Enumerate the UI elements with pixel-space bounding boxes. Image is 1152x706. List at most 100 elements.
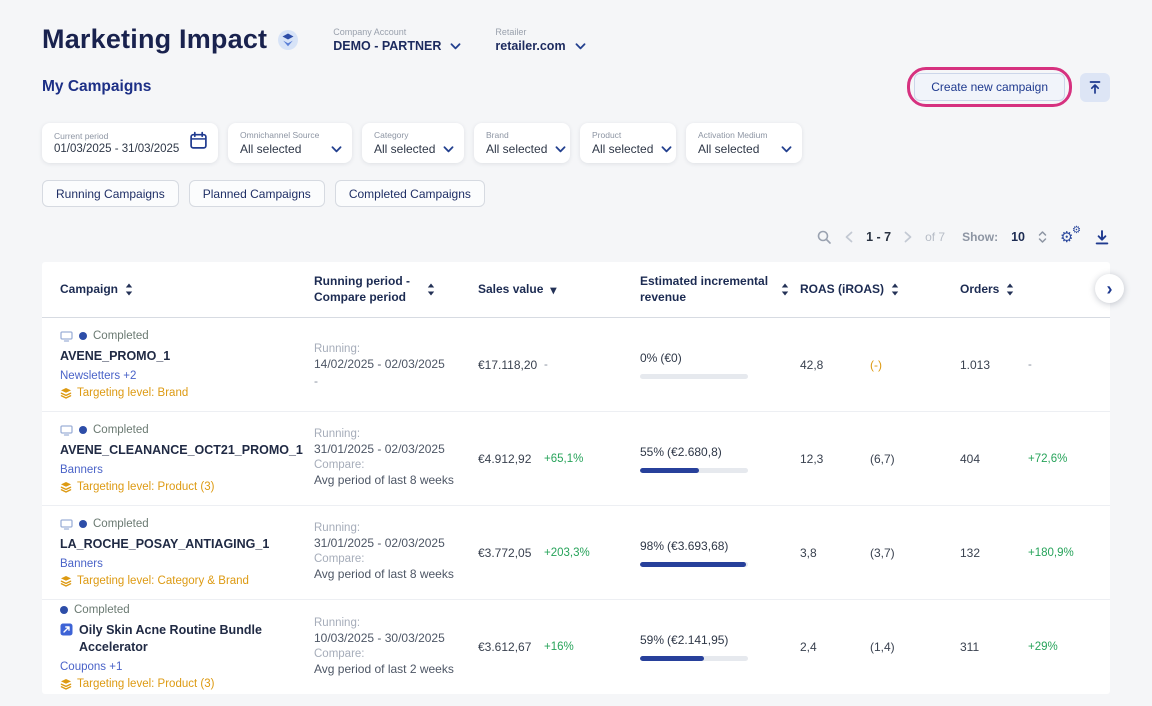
table-settings-icon[interactable]: ⚙ ⚙ [1060, 224, 1081, 246]
campaign-name[interactable]: AVENE_CLEANANCE_OCT21_PROMO_1 [60, 443, 303, 458]
tab-completed-campaigns[interactable]: Completed Campaigns [334, 180, 485, 207]
table-row[interactable]: Completed Oily Skin Acne Routine Bundle … [42, 600, 1110, 694]
table-row[interactable]: Completed AVENE_CLEANANCE_OCT21_PROMO_1 … [42, 412, 1110, 506]
compare-period: Avg period of last 8 weeks [314, 567, 454, 581]
sort-icon [781, 283, 789, 296]
incremental-value: (€2.680,8) [667, 444, 722, 459]
export-top-button[interactable] [1080, 72, 1110, 102]
targeting-level: Targeting level: Brand [77, 386, 189, 399]
page-total: of 7 [925, 230, 946, 244]
iroas-value: (3,7) [870, 545, 895, 560]
column-header-label: Orders [960, 281, 1000, 296]
column-header-incremental-revenue[interactable]: Estimated incremental revenue [614, 274, 792, 305]
status-dot [79, 426, 87, 435]
scroll-right-button[interactable]: › [1095, 274, 1124, 303]
download-icon[interactable] [1094, 229, 1110, 245]
activation-medium-filter[interactable]: Activation Medium All selected [686, 123, 802, 163]
next-page-button[interactable] [904, 231, 912, 243]
column-header-label: Running period - Compare period [314, 273, 410, 304]
iroas-value: (-) [870, 357, 882, 372]
campaign-name[interactable]: AVENE_PROMO_1 [60, 349, 171, 364]
sort-icon [891, 283, 899, 296]
orders-change: +29% [1028, 641, 1058, 653]
chevron-down-icon [773, 145, 792, 153]
status-label: Completed [74, 604, 130, 617]
prev-page-button[interactable] [845, 231, 853, 243]
tab-running-campaigns[interactable]: Running Campaigns [42, 180, 179, 207]
page-range: 1 - 7 [866, 230, 892, 244]
orders-value: 404 [960, 451, 981, 466]
campaign-name[interactable]: LA_ROCHE_POSAY_ANTIAGING_1 [60, 537, 270, 552]
display-icon [60, 330, 73, 342]
filter-value: 01/03/2025 - 31/03/2025 [54, 143, 180, 155]
incremental-percent: 55% [640, 444, 665, 459]
page-size-stepper[interactable] [1038, 230, 1047, 244]
sales-value: €17.118,20 [478, 357, 538, 372]
column-header-orders[interactable]: Orders [954, 282, 1110, 298]
table-row[interactable]: Completed LA_ROCHE_POSAY_ANTIAGING_1 Ban… [42, 506, 1110, 600]
layers-icon [60, 678, 72, 690]
campaigns-table: Campaign Running period - Compare period… [42, 262, 1124, 694]
chevron-down-icon [653, 145, 672, 153]
running-label: Running: [314, 616, 361, 629]
status-label: Completed [93, 330, 149, 343]
layers-icon [60, 481, 72, 493]
status-dot [60, 606, 68, 615]
incremental-progress-bar [640, 561, 748, 567]
tab-planned-campaigns[interactable]: Planned Campaigns [188, 180, 325, 207]
sales-change: +16% [544, 641, 574, 653]
retailer-select[interactable]: Retailer retailer.com [495, 27, 585, 53]
incremental-progress-bar [640, 467, 748, 473]
table-row[interactable]: Completed AVENE_PROMO_1 Newsletters +2 T… [42, 318, 1110, 412]
orders-change: - [1028, 358, 1032, 371]
column-header-campaign[interactable]: Campaign [42, 282, 314, 298]
table-header-row: Campaign Running period - Compare period… [42, 262, 1110, 318]
create-new-campaign-button[interactable]: Create new campaign [914, 73, 1065, 101]
product-filter[interactable]: Product All selected [580, 123, 676, 163]
search-icon[interactable] [816, 229, 832, 245]
incremental-value: (€0) [660, 350, 682, 365]
sales-change: +65,1% [544, 452, 584, 465]
chevron-down-icon [435, 145, 454, 153]
compare-label: Compare: [314, 647, 365, 660]
current-period-filter[interactable]: Current period 01/03/2025 - 31/03/2025 [42, 123, 218, 163]
column-header-sales-value[interactable]: Sales value ▾ [472, 282, 614, 298]
filter-bar: Current period 01/03/2025 - 31/03/2025 O… [0, 123, 1152, 163]
filter-label: Activation Medium [698, 130, 768, 140]
roas-value: 2,4 [800, 640, 817, 654]
iroas-value: (1,4) [870, 640, 895, 654]
filter-label: Brand [486, 130, 509, 140]
incremental-progress-bar [640, 373, 748, 379]
filter-label: Category [374, 130, 409, 140]
filter-label: Omnichannel Source [240, 130, 320, 140]
section-bar: My Campaigns Create new campaign [0, 67, 1152, 107]
brand-filter[interactable]: Brand All selected [474, 123, 570, 163]
compare-period: - [314, 373, 318, 388]
roas-value: 12,3 [800, 451, 824, 466]
upload-icon [1089, 80, 1101, 94]
column-header-period[interactable]: Running period - Compare period [314, 274, 472, 305]
category-filter[interactable]: Category All selected [362, 123, 464, 163]
omnichannel-source-filter[interactable]: Omnichannel Source All selected [228, 123, 352, 163]
campaign-name[interactable]: Oily Skin Acne Routine Bundle Accelerato… [60, 622, 278, 656]
incremental-value: (€3.693,68) [667, 538, 729, 553]
incremental-progress-bar [640, 656, 748, 661]
company-account-select[interactable]: Company Account DEMO - PARTNER [333, 27, 461, 53]
running-period: 14/02/2025 - 02/03/2025 [314, 356, 445, 371]
column-header-label: Campaign [60, 281, 119, 296]
column-header-label: Estimated incremental revenue [640, 273, 769, 304]
orders-value: 311 [960, 640, 980, 654]
running-label: Running: [314, 428, 361, 440]
sales-change: +203,3% [544, 546, 590, 559]
status-dot [79, 520, 87, 529]
orders-value: 1.013 [960, 357, 991, 372]
column-header-roas[interactable]: ROAS (iROAS) [792, 282, 954, 298]
running-period: 31/01/2025 - 02/03/2025 [314, 536, 445, 550]
orders-value: 132 [960, 545, 981, 560]
filter-value: All selected [240, 142, 302, 156]
sales-value: €3.612,67 [478, 640, 532, 654]
show-label: Show: [962, 230, 999, 244]
campaign-channels: Newsletters +2 [60, 369, 137, 382]
section-title: My Campaigns [42, 78, 152, 95]
